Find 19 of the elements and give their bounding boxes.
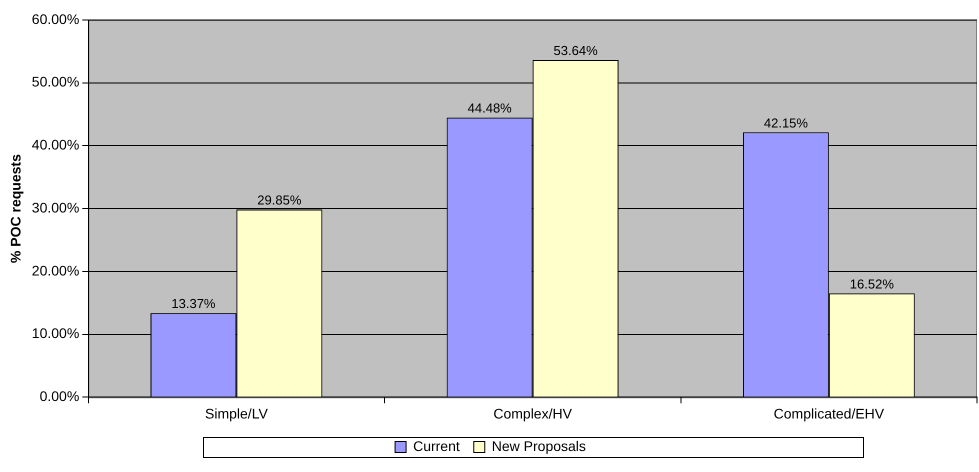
data-label: 53.64% — [554, 43, 598, 58]
y-tick-label: 10.00% — [32, 325, 80, 342]
y-tick-label: 50.00% — [32, 74, 80, 90]
legend-label: New Proposals — [492, 438, 586, 454]
y-tick-label: 40.00% — [32, 136, 80, 153]
data-label: 44.48% — [468, 100, 512, 116]
data-label: 16.52% — [850, 276, 894, 292]
x-tick-label: Complicated/EHV — [774, 405, 885, 422]
data-label: 42.15% — [764, 115, 808, 130]
y-tick-label: 20.00% — [32, 262, 80, 278]
legend-label: Current — [413, 438, 460, 454]
y-tick-label: 60.00% — [32, 10, 80, 27]
y-tick-label: 0.00% — [40, 388, 80, 404]
x-tick-label: Complex/HV — [493, 405, 573, 422]
y-tick-label: 30.00% — [32, 199, 80, 216]
y-axis-title: % POC requests — [7, 154, 24, 264]
x-tick-label: Simple/LV — [205, 405, 268, 422]
data-label: 13.37% — [171, 296, 216, 312]
data-label: 29.85% — [257, 192, 302, 208]
